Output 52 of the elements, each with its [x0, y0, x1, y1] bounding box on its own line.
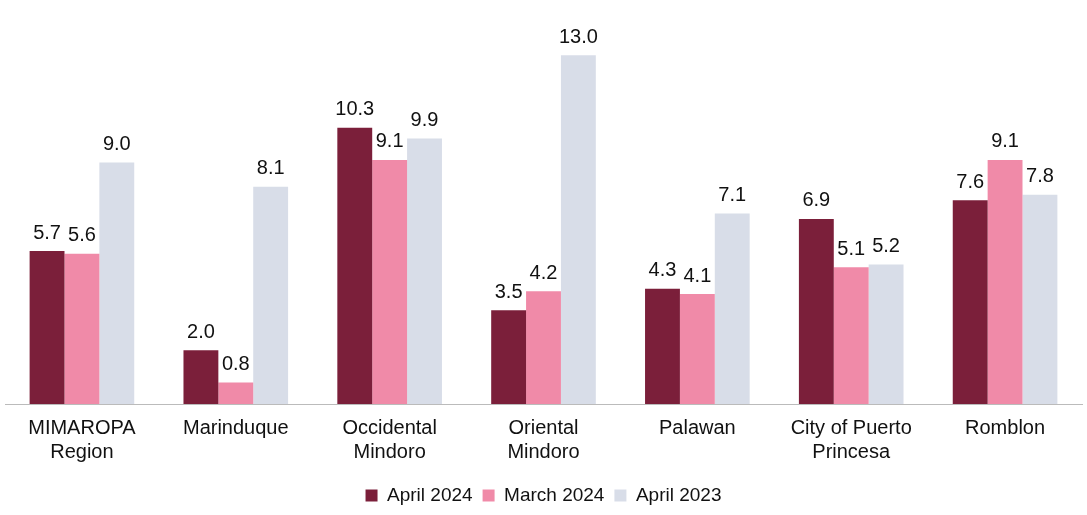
data-label: 5.2 [872, 234, 900, 257]
data-label: 10.3 [335, 97, 375, 120]
bar [645, 288, 680, 404]
bar [714, 213, 750, 404]
data-label: 2.0 [187, 319, 215, 342]
bar [99, 162, 135, 404]
x-tick-label: Palawan [659, 415, 736, 438]
data-label: 7.1 [718, 183, 747, 206]
bar [952, 200, 988, 404]
data-label: 6.9 [802, 188, 831, 211]
legend-label: April 2024 [387, 483, 474, 505]
bar [679, 294, 715, 404]
bar [29, 251, 65, 404]
data-label: 9.9 [410, 107, 439, 130]
bar [372, 159, 408, 404]
data-label: 4.2 [529, 260, 558, 283]
x-tick-label: Romblon [965, 415, 1046, 438]
data-label: 0.8 [221, 352, 250, 375]
bar [64, 253, 100, 404]
bar [526, 291, 561, 404]
legend-label: April 2023 [635, 483, 722, 505]
data-label: 9.1 [991, 129, 1019, 152]
x-tick-label: Marinduque [182, 415, 289, 438]
data-label: 7.8 [1026, 164, 1054, 187]
bar [407, 138, 442, 404]
bar [1022, 194, 1058, 404]
data-label: 7.6 [956, 169, 985, 192]
bar [560, 55, 596, 404]
data-label: 9.1 [375, 129, 404, 152]
bar [183, 350, 219, 404]
data-label: 4.3 [648, 258, 677, 281]
x-tick-label: Oriental Mindoro [507, 415, 580, 462]
data-label: 9.0 [102, 132, 131, 155]
bar [833, 267, 869, 404]
data-label: 5.6 [68, 223, 96, 246]
bar [218, 382, 254, 404]
bar [798, 218, 834, 404]
bar [337, 127, 373, 404]
data-label: 5.1 [837, 236, 866, 259]
legend-label: March 2024 [504, 483, 605, 505]
bar [868, 264, 904, 404]
data-label: 3.5 [494, 279, 523, 302]
data-label: 5.7 [33, 220, 61, 243]
bar [491, 310, 527, 404]
x-tick-label: MIMAROPA Region [28, 415, 137, 462]
data-label: 13.0 [558, 24, 598, 47]
bar [253, 186, 289, 404]
data-label: 4.1 [683, 263, 712, 286]
bar [987, 159, 1023, 404]
x-tick-label: City of Puerto Princesa [790, 415, 912, 462]
data-label: 8.1 [256, 156, 285, 179]
x-tick-label: Occidental Mindoro [342, 415, 437, 462]
